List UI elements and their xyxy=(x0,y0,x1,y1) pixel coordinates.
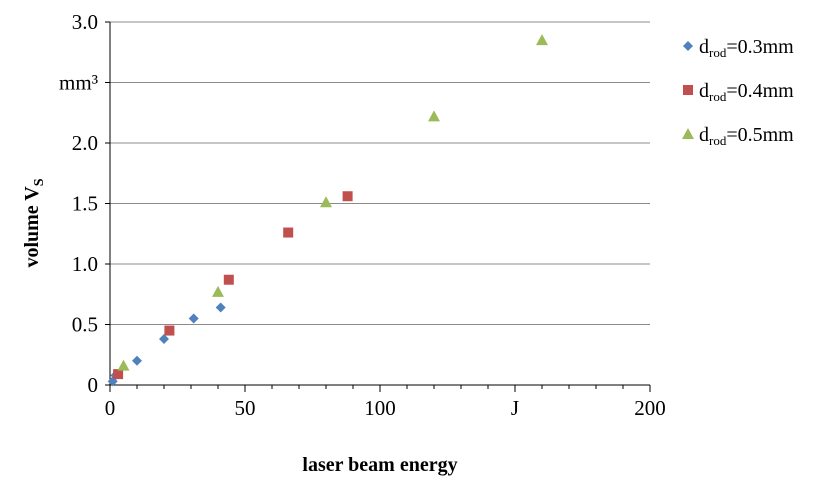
y-axis-title-main: volume V xyxy=(21,186,43,268)
y-tick-label: 1.0 xyxy=(72,252,98,276)
legend-label-rest: =0.5mm xyxy=(726,124,794,146)
x-tick-label: 50 xyxy=(235,396,256,420)
legend-label: drod=0.4mm xyxy=(699,80,794,104)
legend-label-rest: =0.3mm xyxy=(726,36,794,58)
x-tick-label: 0 xyxy=(105,396,116,420)
legend-label: drod=0.5mm xyxy=(699,124,794,148)
data-point-triangle xyxy=(428,110,440,122)
axes xyxy=(105,21,651,392)
legend-label-main: d xyxy=(699,36,709,58)
data-points xyxy=(107,34,548,387)
legend-marker-triangle xyxy=(682,128,694,139)
tick-labels: 0 0.5 1.0 1.5 2.0 mm³ 3.0 0 50 100 J 200 xyxy=(59,10,666,420)
x-tick-label: 100 xyxy=(364,396,396,420)
legend-label: drod=0.3mm xyxy=(699,36,794,60)
legend-label-rest: =0.4mm xyxy=(726,80,794,102)
y-axis-title-sub: S xyxy=(32,178,47,186)
data-point-triangle xyxy=(117,359,130,371)
x-tick-label: J xyxy=(511,396,519,420)
y-tick-label: 1.5 xyxy=(72,192,98,216)
data-point-square xyxy=(164,325,175,336)
x-axis-title: laser beam energy xyxy=(302,454,457,476)
y-axis-title: volume VS xyxy=(21,178,47,267)
y-tick-label: 0 xyxy=(88,373,99,397)
data-point-square xyxy=(283,227,294,238)
data-point-diamond xyxy=(159,334,169,345)
data-point-triangle xyxy=(320,196,332,208)
legend-label-main: d xyxy=(699,80,709,102)
gridlines xyxy=(110,21,650,325)
data-point-square xyxy=(113,369,124,380)
data-point-diamond xyxy=(132,355,142,366)
data-point-triangle xyxy=(536,34,548,46)
legend-label-main: d xyxy=(699,124,709,146)
data-point-square xyxy=(342,191,353,202)
data-point-triangle xyxy=(212,285,224,297)
legend-marker-square xyxy=(683,85,693,95)
data-point-diamond xyxy=(188,313,199,324)
data-point-diamond xyxy=(215,302,226,313)
y-tick-label: 0.5 xyxy=(72,313,98,337)
y-tick-label: 2.0 xyxy=(72,131,98,155)
y-tick-label: mm³ xyxy=(59,71,98,95)
legend-marker-diamond xyxy=(683,41,693,51)
x-tick-label: 200 xyxy=(634,396,666,420)
legend-label-sub: rod xyxy=(709,89,727,104)
y-tick-label: 3.0 xyxy=(72,10,98,34)
legend-label-sub: rod xyxy=(709,45,727,60)
data-point-square xyxy=(223,274,234,285)
legend-label-sub: rod xyxy=(709,133,727,148)
